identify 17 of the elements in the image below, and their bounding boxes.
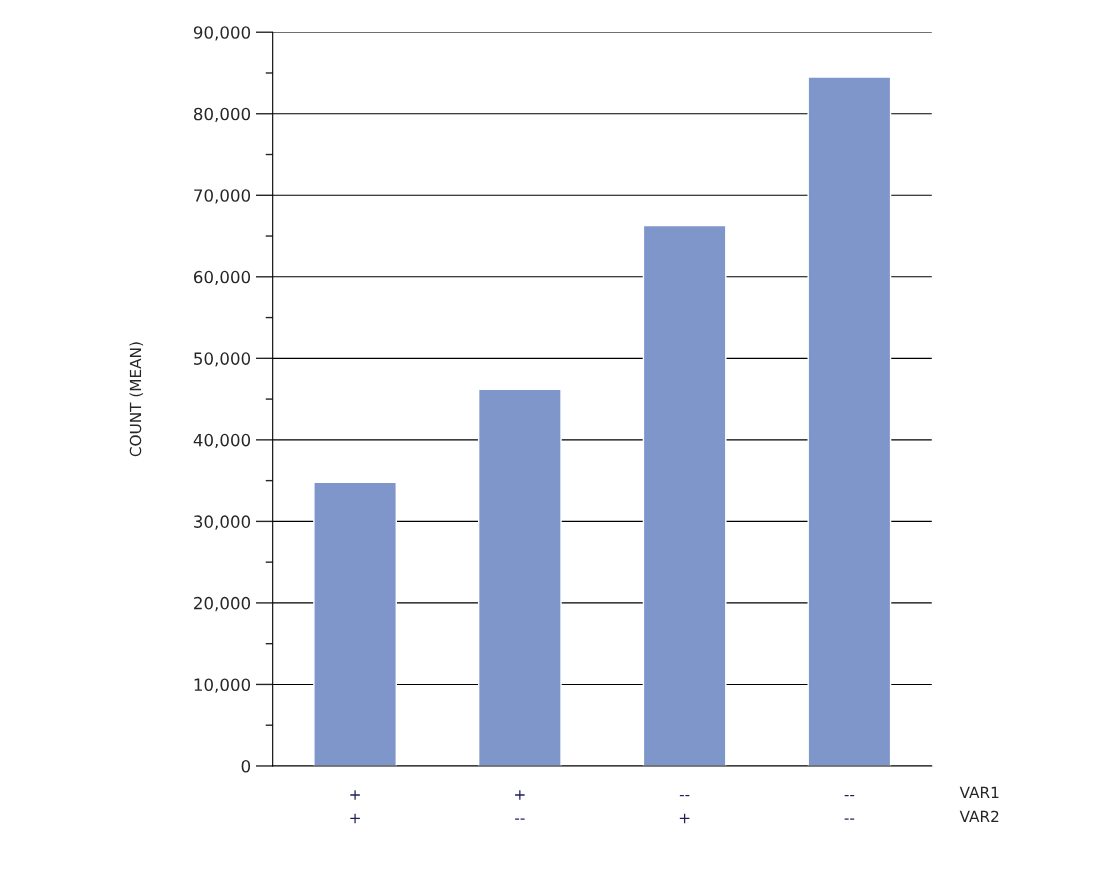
category-label: + -- — [515, 790, 525, 820]
y-tick-label: 40,000 — [193, 433, 251, 449]
y-tick-label: 0 — [241, 759, 251, 773]
y-axis-title: COUNT (MEAN) — [129, 342, 144, 457]
y-tick-label: 70,000 — [194, 189, 251, 204]
x-tick-label: -- + — [679, 794, 690, 824]
text: VAR1 — [959, 786, 999, 798]
category-label: -- -- — [844, 794, 855, 820]
y-tick-label: 80,000 — [193, 107, 251, 123]
y-tick-label: 10,000 — [194, 678, 251, 693]
y-tick-label: 60,000 — [194, 270, 251, 286]
y-tick-label: 20,000 — [194, 596, 251, 612]
x-tick-label: + + — [350, 790, 360, 824]
y-tick-label: 50,000 — [194, 352, 251, 367]
y-tick-label: 90,000 — [193, 26, 251, 41]
y-tick-label: 30,000 — [194, 515, 251, 530]
text: VAR2 — [959, 810, 999, 822]
